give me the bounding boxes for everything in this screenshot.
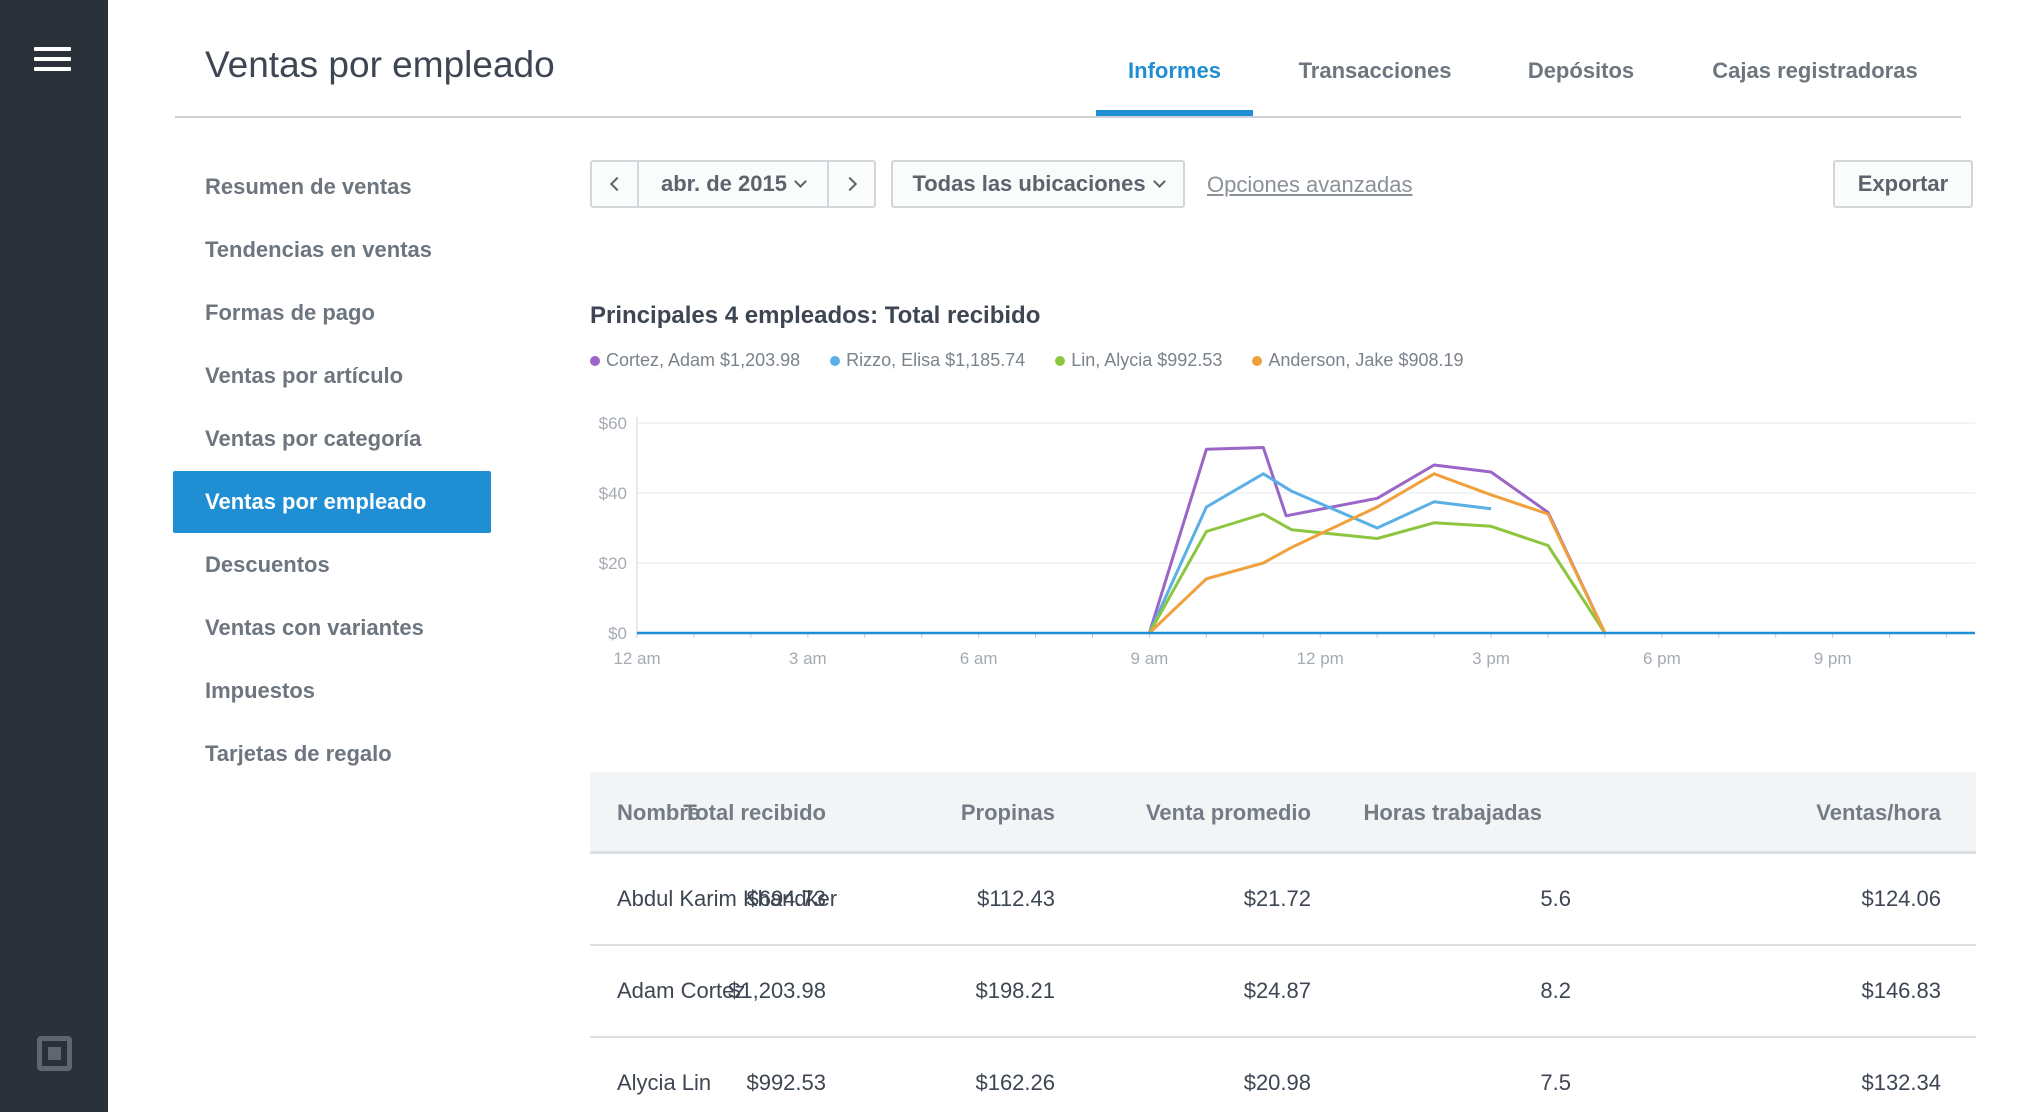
cell-total-recibido: $1,203.98 — [728, 978, 826, 1003]
sidebar-item-resumen-de-ventas[interactable]: Resumen de ventas — [205, 174, 412, 199]
cell-horas-trabajadas: 8.2 — [1540, 978, 1571, 1003]
x-tick-label: 6 am — [960, 649, 998, 668]
legend-item[interactable]: Cortez, Adam $1,203.98 — [590, 350, 800, 371]
chart-legend: Cortez, Adam $1,203.98 Rizzo, Elisa $1,18… — [590, 350, 1494, 371]
legend-label: Cortez, Adam $1,203.98 — [606, 350, 801, 370]
legend-label: Anderson, Jake $908.19 — [1268, 350, 1464, 370]
x-tick-label: 12 pm — [1297, 649, 1344, 668]
cell-ventas-hora: $124.06 — [1861, 886, 1941, 911]
header-divider — [175, 116, 1961, 118]
column-header-ventas-hora[interactable]: Ventas/hora — [1816, 800, 1941, 825]
sidebar-item-ventas-por-empleado[interactable]: Ventas por empleado — [173, 471, 491, 533]
sidebar-item-ventas-con-variantes[interactable]: Ventas con variantes — [205, 615, 424, 640]
column-header-nombre[interactable]: Nombre — [617, 800, 701, 825]
y-tick-label: $20 — [599, 554, 627, 573]
y-tick-label: $0 — [608, 624, 627, 643]
x-tick-label: 6 pm — [1643, 649, 1681, 668]
table-row[interactable]: Alycia Lin $992.53 $162.26 $20.98 7.5 $1… — [590, 1038, 1976, 1112]
cell-venta-promedio: $21.72 — [1243, 886, 1311, 911]
date-range-label: abr. de 2015 — [661, 171, 787, 196]
x-tick-label: 12 am — [613, 649, 660, 668]
legend-label: Rizzo, Elisa $1,185.74 — [846, 350, 1026, 370]
reports-sidebar: Resumen de ventas Tendencias en ventas F… — [173, 156, 491, 785]
sidebar-item-descuentos[interactable]: Descuentos — [205, 552, 330, 577]
sidebar-item-ventas-por-articulo[interactable]: Ventas por artículo — [205, 363, 404, 388]
cell-propinas: $112.43 — [977, 886, 1055, 911]
page-title: Ventas por empleado — [205, 44, 555, 85]
advanced-options-link[interactable]: Opciones avanzadas — [1207, 172, 1413, 197]
employee-sales-table: Nombre Total recibido Propinas Venta pro… — [590, 772, 1976, 1112]
chart-title: Principales 4 empleados: Total recibido — [590, 302, 1041, 329]
series-line-1 — [1147, 446, 1607, 634]
location-label: Todas las ubicaciones — [912, 171, 1146, 196]
cell-propinas: $198.21 — [975, 978, 1055, 1003]
tab-transacciones[interactable]: Transacciones — [1298, 58, 1452, 83]
sidebar-item-formas-de-pago[interactable]: Formas de pago — [205, 300, 375, 325]
cell-ventas-hora: $146.83 — [1861, 978, 1941, 1003]
cell-nombre: Adam Cortez — [617, 978, 746, 1003]
cell-horas-trabajadas: 5.6 — [1540, 886, 1571, 911]
app-rail — [0, 0, 108, 1112]
series-line-3 — [1148, 512, 1607, 634]
cell-total-recibido: $694.73 — [746, 886, 826, 911]
y-tick-label: $40 — [599, 484, 627, 503]
legend-dot-icon — [590, 355, 600, 366]
date-range-dropdown[interactable]: abr. de 2015 — [637, 160, 829, 208]
cell-ventas-hora: $132.34 — [1861, 1070, 1941, 1095]
x-tick-label: 9 am — [1131, 649, 1169, 668]
export-button[interactable]: Exportar — [1833, 160, 1973, 208]
cell-horas-trabajadas: 7.5 — [1540, 1070, 1571, 1095]
sales-line-chart: $0 $20 $40 $60 12 am 3 am 6 am 9 am 12 pm 3 pm 6 p… — [599, 414, 1975, 668]
tab-cajas-registradoras[interactable]: Cajas registradoras — [1712, 58, 1918, 83]
legend-label: Lin, Alycia $992.53 — [1071, 350, 1223, 370]
cell-venta-promedio: $20.98 — [1243, 1070, 1311, 1095]
legend-item[interactable]: Lin, Alycia $992.53 — [1055, 350, 1222, 371]
y-tick-label: $60 — [599, 414, 627, 433]
table-header: Nombre Total recibido Propinas Venta pro… — [590, 772, 1976, 854]
legend-dot-icon — [830, 355, 841, 366]
tab-depositos[interactable]: Depósitos — [1527, 58, 1635, 83]
next-month-button[interactable] — [827, 160, 876, 208]
cell-propinas: $162.26 — [975, 1070, 1055, 1095]
hamburger-menu-icon[interactable] — [34, 47, 74, 77]
column-header-total-recibido[interactable]: Total recibido — [683, 800, 826, 825]
x-tick-label: 9 pm — [1814, 649, 1852, 668]
column-header-propinas[interactable]: Propinas — [960, 800, 1055, 825]
series-line-2 — [1148, 472, 1492, 634]
table-row[interactable]: Adam Cortez $1,203.98 $198.21 $24.87 8.2… — [590, 946, 1976, 1038]
table-row[interactable]: Abdul Karim Khandker $694.73 $112.43 $21… — [590, 854, 1976, 946]
cell-nombre: Alycia Lin — [617, 1070, 712, 1095]
series-line-4 — [1148, 472, 1607, 635]
x-tick-label: 3 am — [789, 649, 827, 668]
cell-total-recibido: $992.53 — [746, 1070, 826, 1095]
sidebar-item-tendencias-en-ventas[interactable]: Tendencias en ventas — [205, 237, 433, 262]
column-header-horas-trabajadas[interactable]: Horas trabajadas — [1363, 800, 1542, 825]
cell-nombre: Abdul Karim Khandker — [617, 886, 838, 911]
sidebar-item-ventas-por-categoria[interactable]: Ventas por categoría — [205, 426, 422, 451]
legend-item[interactable]: Anderson, Jake $908.19 — [1252, 350, 1464, 371]
previous-month-button[interactable] — [590, 160, 639, 208]
legend-dot-icon — [1252, 355, 1263, 366]
sidebar-item-tarjetas-de-regalo[interactable]: Tarjetas de regalo — [205, 741, 392, 766]
legend-item[interactable]: Rizzo, Elisa $1,185.74 — [830, 350, 1025, 371]
location-dropdown[interactable]: Todas las ubicaciones — [891, 160, 1185, 208]
column-header-venta-promedio[interactable]: Venta promedio — [1145, 800, 1311, 825]
x-tick-label: 3 pm — [1472, 649, 1510, 668]
tab-informes[interactable]: Informes — [1096, 58, 1253, 118]
square-logo-icon[interactable] — [37, 1036, 72, 1071]
legend-dot-icon — [1055, 355, 1066, 366]
sidebar-item-impuestos[interactable]: Impuestos — [205, 678, 316, 703]
cell-venta-promedio: $24.87 — [1243, 978, 1311, 1003]
